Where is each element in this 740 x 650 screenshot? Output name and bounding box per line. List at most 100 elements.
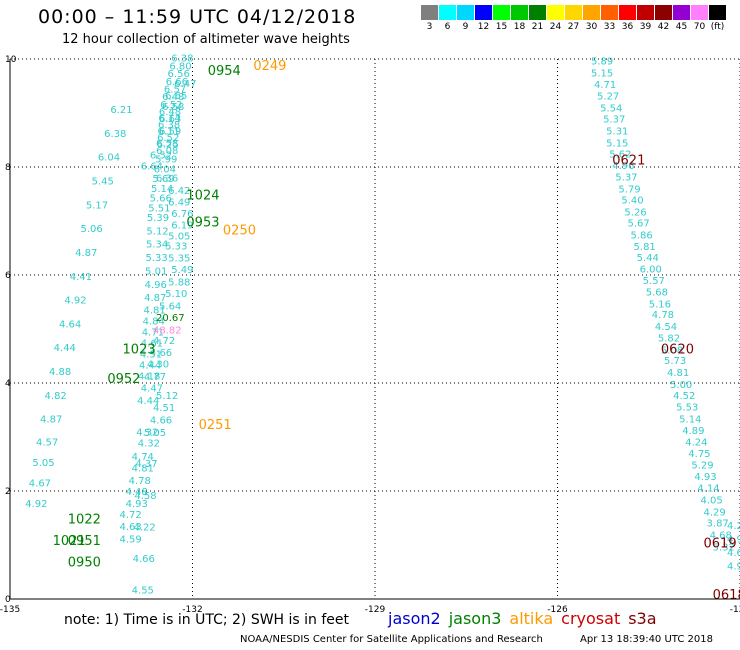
data-point-label: 6.80 <box>169 61 191 72</box>
note-text: note: 1) Time is in UTC; 2) SWH is in fe… <box>64 612 350 628</box>
data-point-label: 6.57 <box>164 84 186 95</box>
data-point-label: 6.21 <box>110 105 132 116</box>
color-swatch <box>565 5 582 20</box>
data-point-label: 4.72 <box>153 336 175 347</box>
color-swatch-label: 30 <box>585 22 598 32</box>
data-point-label: 5.01 <box>145 266 167 277</box>
color-swatch <box>421 5 438 20</box>
time-label: 0621 <box>612 153 645 168</box>
data-point-label: 5.67 <box>627 218 649 229</box>
data-point-label: 5.35 <box>168 254 190 265</box>
data-point-label: 6.64 <box>141 162 163 173</box>
time-label: 1024 <box>186 188 219 203</box>
color-swatch-label: 27 <box>567 22 580 32</box>
color-swatch <box>529 5 546 20</box>
data-point-label: 5.15 <box>606 138 628 149</box>
data-point-label: 5.62 <box>609 149 631 160</box>
data-point-label: 5.68 <box>646 288 668 299</box>
legend-jason2: jason2 <box>388 609 441 628</box>
data-point-label: 4.68 <box>710 531 732 542</box>
data-point-label: 6.52 <box>160 100 182 111</box>
color-swatch-label: 21 <box>531 22 544 32</box>
data-point-label: 6.66 <box>166 77 188 88</box>
time-label: 0619 <box>704 537 737 552</box>
legend-cryosat: cryosat <box>561 609 621 628</box>
color-swatch-label: 45 <box>675 22 688 32</box>
color-swatch-label: 33 <box>603 22 616 32</box>
color-swatch <box>619 5 636 20</box>
data-point-label: 5.34 <box>146 240 168 251</box>
edge-point-label: 4.9 <box>727 534 740 545</box>
data-point-label: 6.49 <box>168 197 190 208</box>
color-swatch <box>547 5 564 20</box>
data-point-label: 6.42 <box>168 186 190 197</box>
data-point-label: 5.49 <box>171 265 193 276</box>
data-point-label: 4.44 <box>54 343 76 354</box>
color-swatch-label: 9 <box>462 22 469 32</box>
data-point-label: 4.81 <box>132 464 154 475</box>
data-point-label: 5.08 <box>661 345 683 356</box>
data-point-label: 5.05 <box>144 428 166 439</box>
data-point-label: 5.88 <box>168 277 190 288</box>
x-tick-label: -132 <box>182 605 202 615</box>
data-point-label: 6.38 <box>171 54 193 65</box>
color-swatch-label: 6 <box>444 22 451 32</box>
data-point-label: 5.51 <box>148 203 170 214</box>
data-point-label: 4.72 <box>120 510 142 521</box>
data-point-label: 6.11 <box>158 127 180 138</box>
data-point-label: 5.53 <box>676 403 698 414</box>
y-tick-label: 10 <box>5 55 17 65</box>
data-point-label: 4.71 <box>142 328 164 339</box>
data-point-label: 4.30 <box>147 359 169 370</box>
data-point-label: 4.55 <box>132 586 154 597</box>
data-point-label: 4.81 <box>144 306 166 317</box>
color-swatch <box>691 5 708 20</box>
data-point-label: 5.73 <box>664 356 686 367</box>
data-point-label: 5.45 <box>92 176 114 187</box>
edge-point-label: 4.2 <box>727 521 740 532</box>
color-swatch-label: 70 <box>693 22 706 32</box>
color-swatch <box>439 5 456 20</box>
data-point-label: 4.32 <box>136 428 158 439</box>
data-point-label: 4.92 <box>25 499 47 510</box>
footer-timestamp: Apr 13 18:39:40 UTC 2018 <box>580 634 713 645</box>
data-point-label: 5.33 <box>146 253 168 264</box>
data-point-label: 5.05 <box>168 231 190 242</box>
color-swatch <box>673 5 690 20</box>
data-point-label: 4.87 <box>40 415 62 426</box>
data-point-label: 4.89 <box>682 426 704 437</box>
time-label: 0954 <box>208 64 241 79</box>
edge-point-label: 4.6 <box>727 548 740 559</box>
time-label: 0251 <box>199 418 232 433</box>
x-tick-label: -126 <box>547 605 568 615</box>
data-point-label: 5.37 <box>615 173 637 184</box>
axis-layer: -135 -132 -129 -126 -123 0 2 4 6 8 10 <box>0 55 740 615</box>
time-label: 1023 <box>123 342 156 357</box>
data-point-label: 4.93 <box>694 472 716 483</box>
chart-title: 00:00 – 11:59 UTC 04/12/2018 <box>38 6 357 28</box>
data-point-label: 6.65 <box>165 91 187 102</box>
color-swatch <box>457 5 474 20</box>
color-swatch-label: 36 <box>621 22 634 32</box>
data-point-label: 6.52 <box>157 133 179 144</box>
data-point-label: 4.66 <box>150 416 172 427</box>
data-point-label: 6.00 <box>640 264 662 275</box>
data-point-label: 5.26 <box>624 208 646 219</box>
data-point-label: 4.47 <box>141 384 163 395</box>
time-label: 1021 <box>53 534 86 549</box>
color-swatch <box>493 5 510 20</box>
color-swatch-label: (ft) <box>710 22 725 32</box>
data-point-label: 4.93 <box>126 499 148 510</box>
data-point-label: 6.52 <box>150 150 172 161</box>
data-point-label: 4.82 <box>45 391 67 402</box>
data-point-label: 4.57 <box>36 437 58 448</box>
data-point-label: 6.58 <box>162 102 184 113</box>
data-point-label: 4.14 <box>697 484 719 495</box>
data-point-label: 5.32 <box>713 542 735 553</box>
data-point-label: 4.51 <box>153 403 175 414</box>
data-point-label: 4.96 <box>145 280 167 291</box>
legend-altika: altika <box>509 609 554 628</box>
satellite-legend: jason2 jason3 altika cryosat s3a <box>388 609 665 628</box>
data-point-label: 4.84 <box>143 317 165 328</box>
data-point-label: 4.64 <box>59 319 81 330</box>
